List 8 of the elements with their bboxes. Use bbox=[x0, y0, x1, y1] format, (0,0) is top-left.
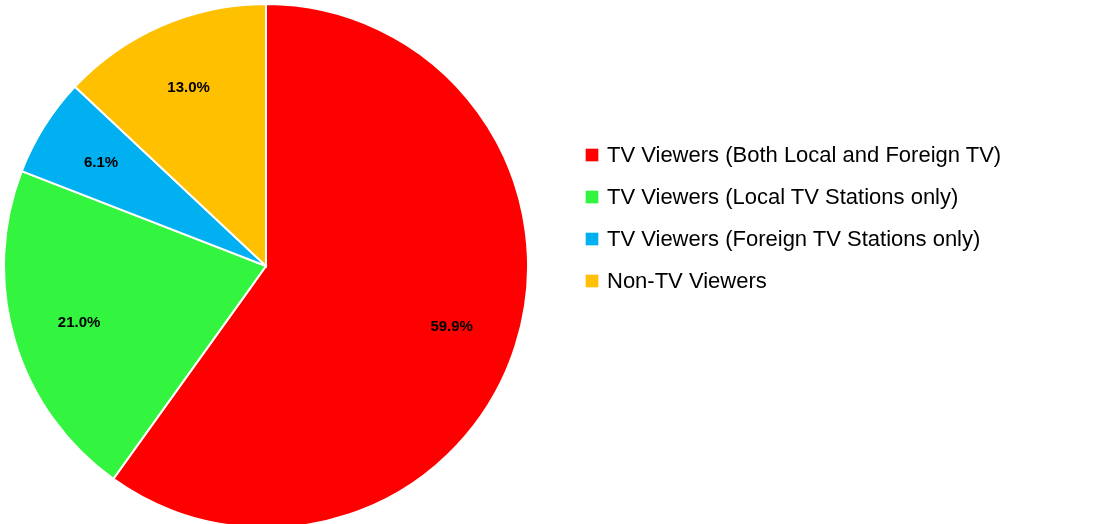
data-label: 59.9% bbox=[430, 316, 473, 334]
data-label: 13.0% bbox=[167, 78, 210, 96]
data-label: 6.1% bbox=[83, 153, 119, 171]
legend-label: TV Viewers (Both Local and Foreign TV) bbox=[607, 142, 1002, 167]
legend-label: TV Viewers (Foreign TV Stations only) bbox=[607, 226, 981, 251]
legend-label: Non-TV Viewers bbox=[607, 268, 767, 293]
data-label: 21.0% bbox=[57, 312, 101, 330]
legend-label: TV Viewers (Local TV Stations only) bbox=[607, 184, 959, 209]
